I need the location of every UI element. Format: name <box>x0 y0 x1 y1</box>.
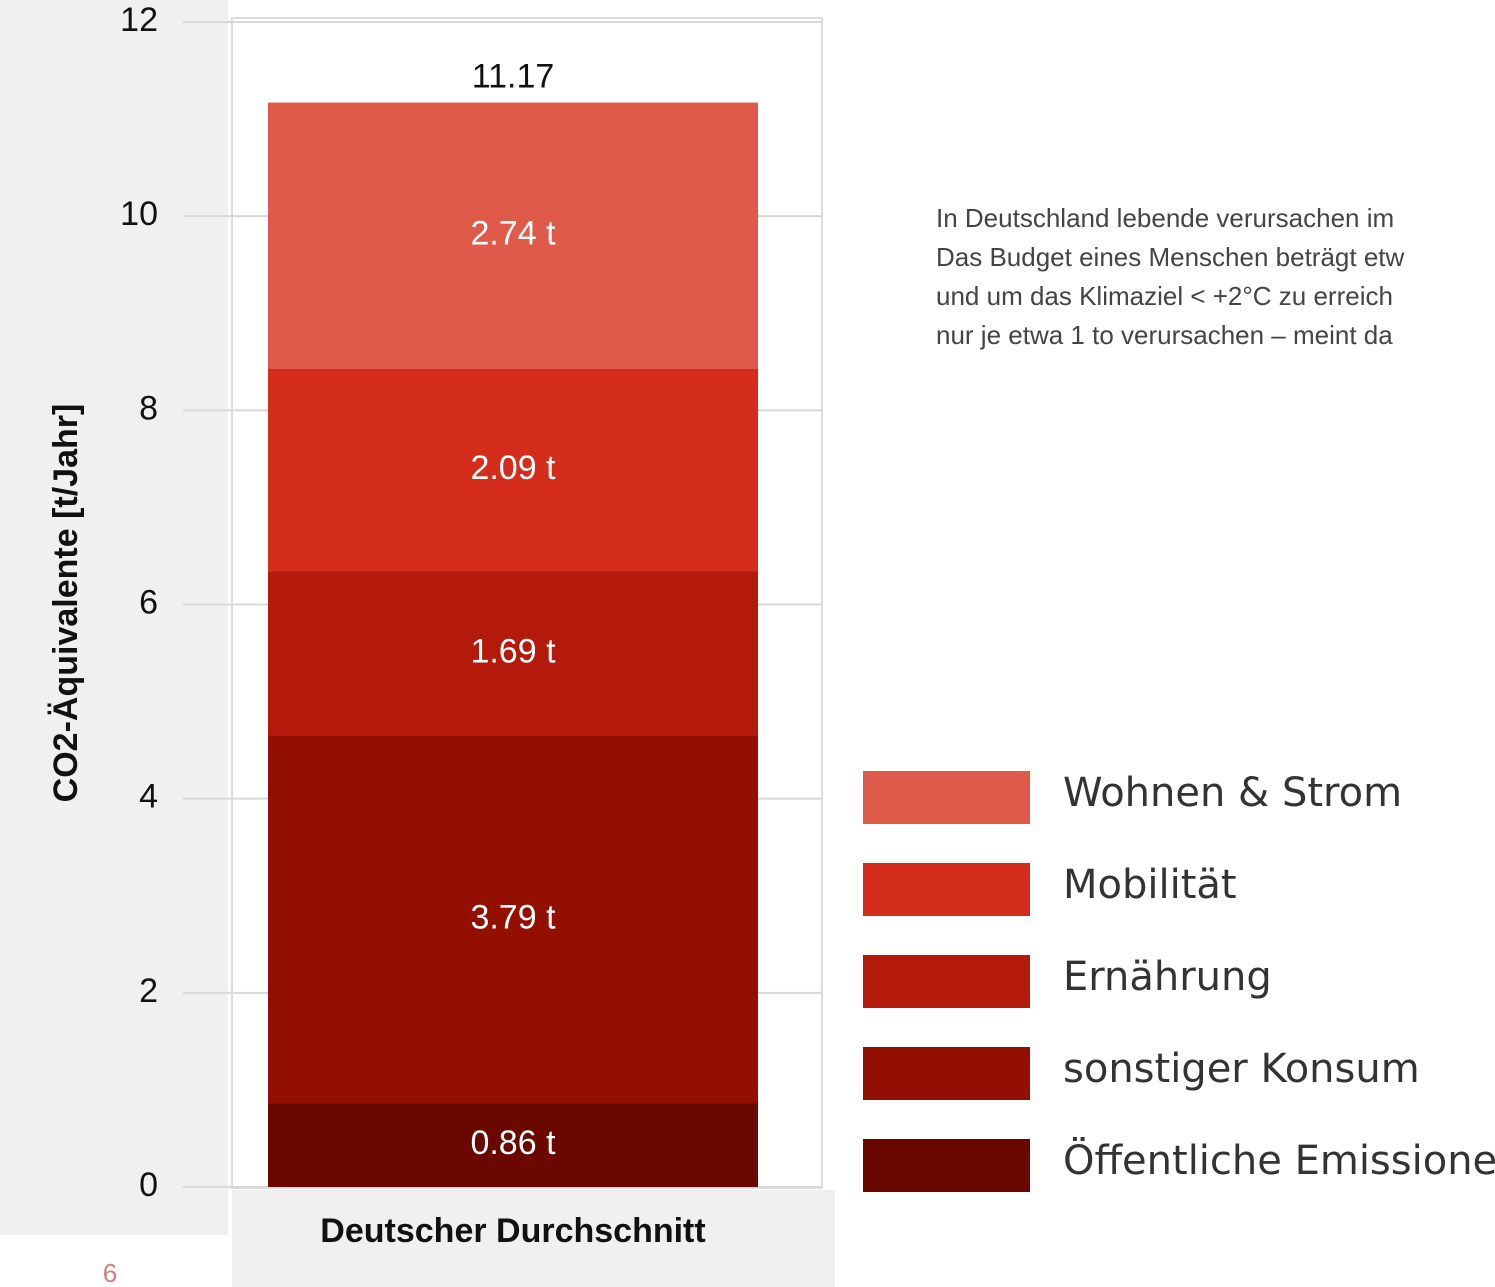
legend-swatch <box>863 955 1030 1008</box>
y-tick-label: 8 <box>139 389 158 427</box>
y-tick-label: 4 <box>139 778 158 816</box>
legend-label: Ernährung <box>1063 954 1272 1000</box>
y-tick-label: 2 <box>139 972 158 1010</box>
legend-label: Öffentliche Emissionen <box>1063 1136 1495 1184</box>
bar-segment <box>268 102 758 369</box>
y-tick-label: 12 <box>120 1 158 39</box>
y-tick-label: 0 <box>139 1166 158 1204</box>
bar-segment <box>268 368 758 572</box>
segment-label: 3.79 t <box>470 899 556 937</box>
segment-label: 2.09 t <box>470 449 556 487</box>
axis-panel <box>0 0 228 1235</box>
annotation-line: Das Budget eines Menschen beträgt etw <box>936 242 1405 272</box>
segment-label: 0.86 t <box>470 1124 556 1162</box>
segment-label: 2.74 t <box>470 215 556 253</box>
y-tick-label: 6 <box>139 583 158 621</box>
x-tick-label: Deutscher Durchschnitt <box>320 1212 705 1250</box>
legend-swatch <box>863 1139 1030 1192</box>
legend-label: Wohnen & Strom <box>1063 770 1402 816</box>
legend-swatch <box>863 771 1030 824</box>
legend-label: Mobilität <box>1063 862 1237 908</box>
annotation-line: und um das Klimaziel < +2°C zu erreich <box>936 281 1393 311</box>
annotation-line: In Deutschland lebende verursachen im <box>936 203 1394 233</box>
y-tick-label: 10 <box>120 195 158 233</box>
page-number: 6 <box>103 1258 117 1287</box>
segment-label: 1.69 t <box>470 633 556 671</box>
category-panel <box>232 1190 835 1287</box>
bar-segment <box>268 1103 758 1187</box>
bar-segment <box>268 571 758 736</box>
legend-swatch <box>863 1047 1030 1100</box>
bar-segment <box>268 735 758 1104</box>
total-label: 11.17 <box>472 58 555 96</box>
y-axis-label: CO2-Äquivalente [t/Jahr] <box>47 404 85 803</box>
legend-swatch <box>863 863 1030 916</box>
legend-label: sonstiger Konsum <box>1063 1046 1420 1092</box>
annotation-line: nur je etwa 1 to verursachen – meint da <box>936 320 1393 350</box>
